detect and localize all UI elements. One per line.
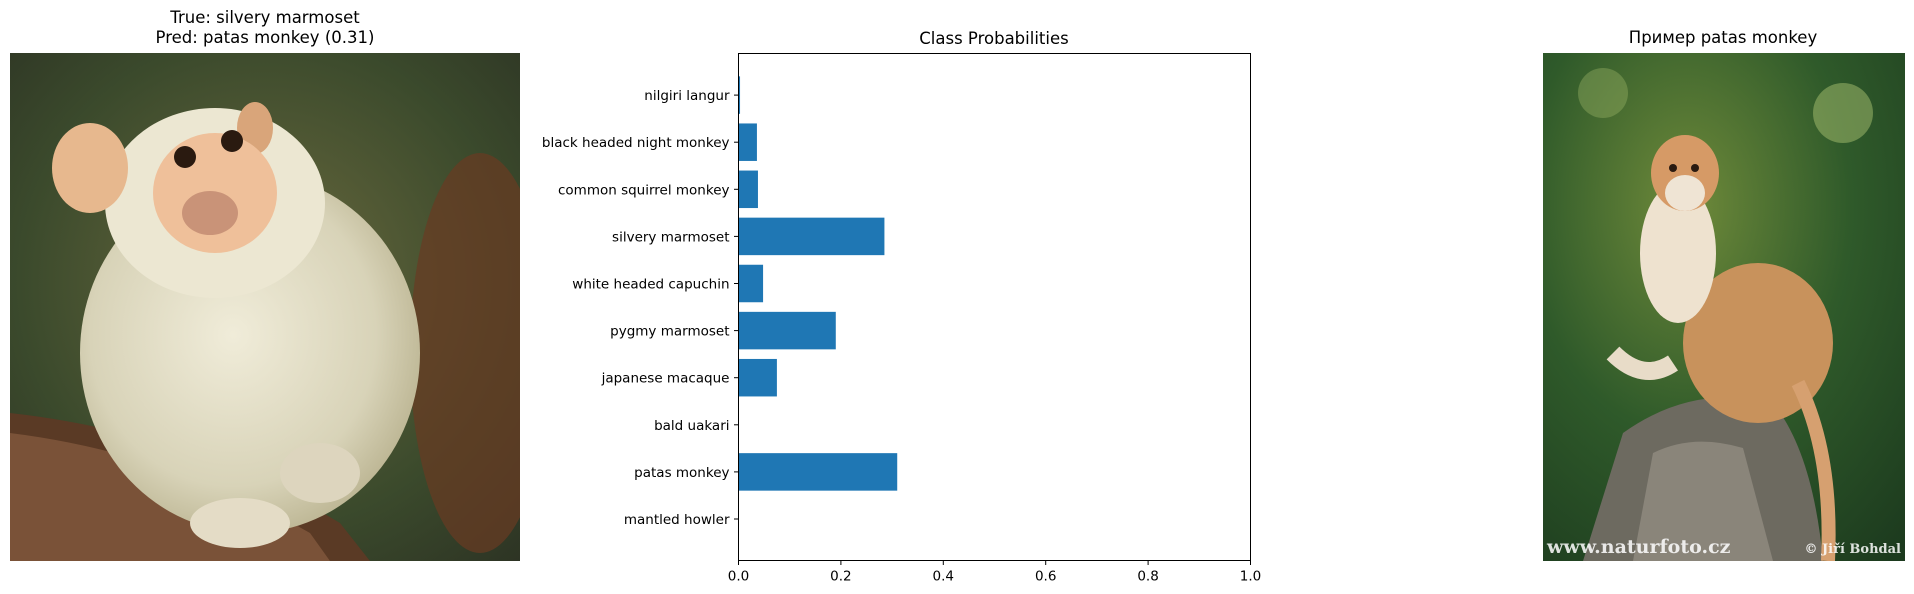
x-tick-label: 1.0 xyxy=(1240,569,1261,585)
plot-frame xyxy=(738,53,1251,561)
pred-label: Pred: patas monkey (0.31) xyxy=(155,28,375,47)
bar-silvery-marmoset xyxy=(738,217,885,256)
bar-white-headed-capuchin xyxy=(738,264,764,303)
y-tick-label: black headed night monkey xyxy=(542,135,730,151)
watermark-site: www.naturfoto.cz xyxy=(1546,536,1731,558)
bar-common-squirrel-monkey xyxy=(738,170,758,209)
x-tick-label: 0.4 xyxy=(933,569,954,585)
bar-pygmy-marmoset xyxy=(738,311,836,350)
bar-patas-monkey xyxy=(738,453,898,491)
query-image-silvery-marmoset xyxy=(10,53,520,561)
bar-nilgiri-langur xyxy=(738,76,741,114)
chart-title: Class Probabilities xyxy=(919,29,1068,48)
x-tick-label: 0.8 xyxy=(1137,569,1158,585)
y-tick-label: common squirrel monkey xyxy=(558,182,730,198)
y-tick-label: bald uakari xyxy=(654,418,729,434)
y-tick-label: patas monkey xyxy=(634,465,729,481)
y-tick-label: nilgiri langur xyxy=(644,88,730,104)
x-tick-label: 0.2 xyxy=(830,569,851,585)
watermark-author: © Jiří Bohdal xyxy=(1805,542,1902,557)
example-image-patas-monkey: www.naturfoto.cz © Jiří Bohdal xyxy=(1543,53,1905,561)
x-tick-label: 0.6 xyxy=(1035,569,1056,585)
example-panel-title: Пример patas monkey xyxy=(1628,28,1818,47)
y-tick-label: japanese macaque xyxy=(601,371,730,387)
x-tick-label: 0.0 xyxy=(728,569,749,585)
y-tick-label: silvery marmoset xyxy=(612,229,729,245)
y-tick-label: pygmy marmoset xyxy=(610,324,729,340)
y-tick-label: mantled howler xyxy=(624,512,730,528)
left-panel-title: True: silvery marmoset Pred: patas monke… xyxy=(10,8,520,48)
bar-japanese-macaque xyxy=(738,358,777,397)
true-label: True: silvery marmoset xyxy=(170,8,360,27)
bar-black-headed-night-monkey xyxy=(738,123,757,161)
y-tick-label: white headed capuchin xyxy=(572,277,729,293)
